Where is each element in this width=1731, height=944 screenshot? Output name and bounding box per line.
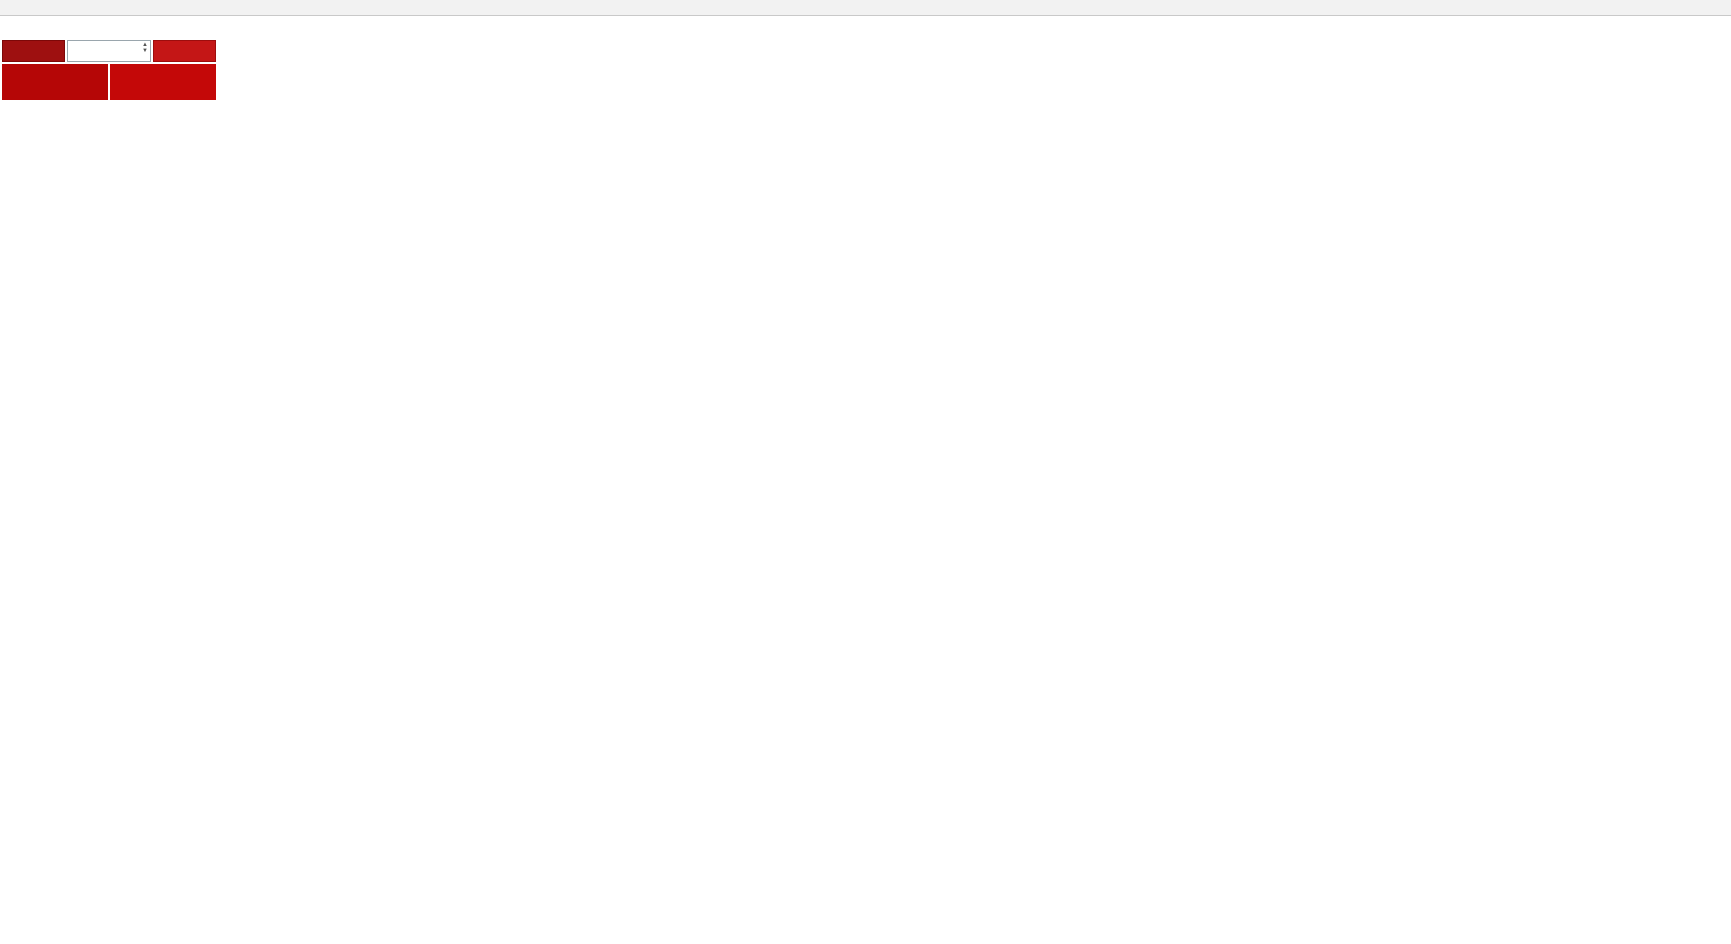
spinner-up-icon[interactable]: ▲ [142, 42, 148, 48]
chart-canvas[interactable] [0, 16, 1731, 944]
volume-spinner[interactable]: ▲ ▼ [142, 42, 148, 54]
one-click-trading-panel: ▲ ▼ [2, 40, 216, 100]
rsi-panel-title [6, 757, 12, 769]
buy-button[interactable] [153, 40, 216, 62]
chart-header [14, 22, 21, 34]
spinner-down-icon[interactable]: ▼ [142, 48, 148, 54]
sell-price-display[interactable] [2, 64, 108, 100]
time-axis[interactable] [0, 925, 1731, 944]
price-scale[interactable] [1694, 16, 1731, 925]
sell-button[interactable] [2, 40, 65, 62]
volume-input[interactable]: ▲ ▼ [67, 40, 151, 62]
macd-panel-title [6, 585, 12, 597]
buy-price-display[interactable] [110, 64, 216, 100]
toolbar [0, 0, 1731, 16]
